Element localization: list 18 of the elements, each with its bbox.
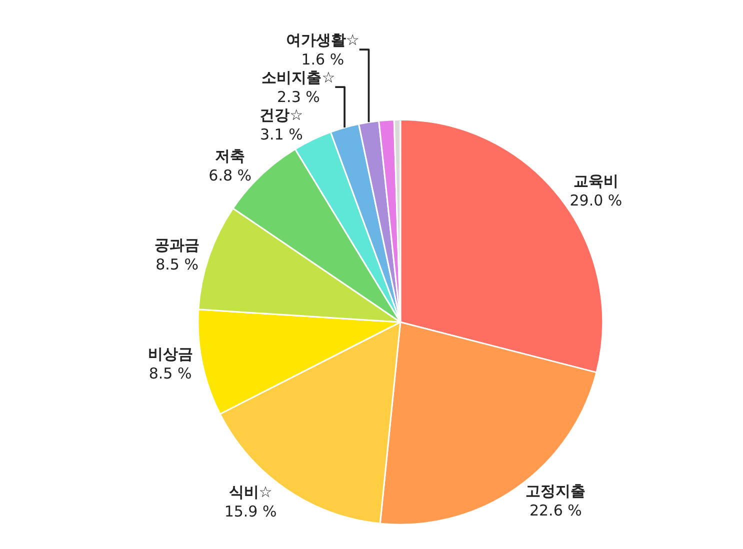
slice-label: 고정지출 [526, 482, 586, 500]
data-label: 15.9 % [224, 502, 277, 521]
data-label: 2.3 % [277, 88, 320, 106]
data-label: 1.6 % [301, 50, 344, 68]
data-label: 8.5 % [148, 364, 192, 383]
data-label: 8.5 % [156, 255, 198, 274]
slice-label: 여가생활☆ [286, 30, 360, 49]
data-label: 3.1 % [260, 125, 303, 144]
slice-label: 식비☆ [228, 483, 272, 502]
slice-label: 소비지출☆ [262, 68, 336, 86]
data-label: 22.6 % [529, 501, 582, 520]
slice-label: 건강☆ [260, 106, 304, 124]
data-label: 29.0 % [570, 192, 622, 210]
slice-label: 공과금 [154, 236, 200, 254]
slice-label: 저축 [215, 146, 246, 165]
slice-label: 비상금 [148, 345, 193, 364]
slice-label: 교육비 [573, 172, 618, 190]
data-label: 6.8 % [208, 166, 252, 184]
